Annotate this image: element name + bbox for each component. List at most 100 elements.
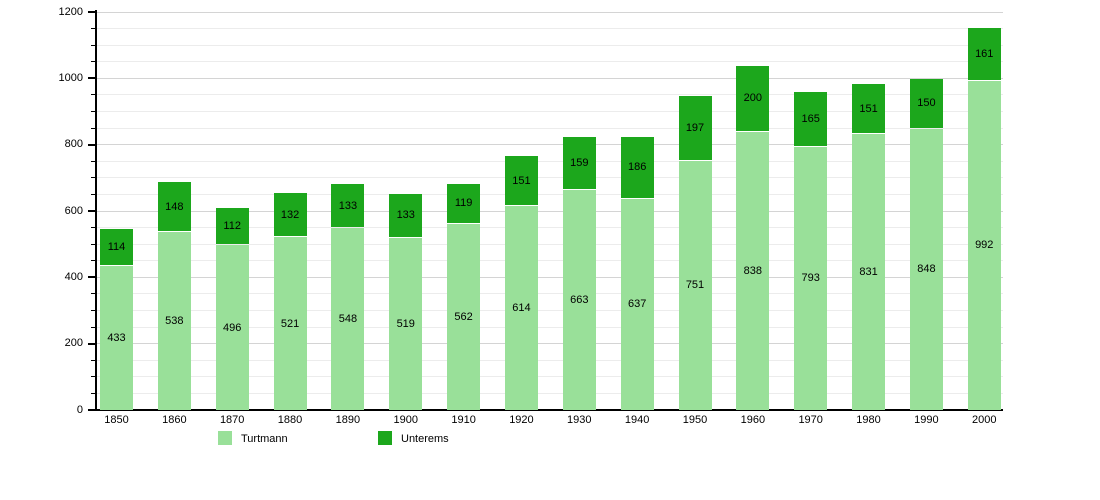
y-axis-tick [88,11,95,13]
y-axis-tick [88,143,95,146]
bar-value-label: 200 [743,92,763,105]
gridline-minor [97,28,1003,30]
bar-value-label: 831 [859,266,878,279]
y-axis-tick [91,61,95,63]
turtmann-legend-label: Turtmann [241,433,288,445]
bar-value-label: 637 [627,298,647,311]
gridline-major [97,77,1003,79]
y-axis-tick [91,310,95,311]
y-axis-label: 400 [64,270,83,283]
y-axis-tick [91,227,95,229]
x-axis-label: 1940 [624,414,650,426]
x-axis-label: 1960 [740,414,766,426]
bar-segment-turtmann: 548 [331,228,365,410]
y-axis-tick [88,409,95,411]
bar-value-label: 538 [165,314,184,327]
y-axis-tick [91,160,95,162]
bar-segment-unterems: 161 [967,27,1001,80]
bar-segment-unterems: 133 [331,184,365,228]
bar-value-label: 663 [570,294,589,307]
x-axis [95,409,1003,411]
y-axis-label: 1200 [58,5,83,18]
unterems-legend-label: Unterems [401,433,449,445]
bar-segment-unterems: 151 [852,84,886,134]
bar-segment-turtmann: 751 [678,160,712,410]
y-axis-tick [91,193,95,195]
bar-segment-turtmann: 519 [389,237,423,410]
bar-value-label: 751 [685,279,705,292]
bar-segment-turtmann: 538 [157,231,191,410]
bar-value-label: 433 [107,332,126,345]
x-axis-label: 1990 [914,414,939,426]
bar-segment-unterems: 150 [909,78,943,128]
x-axis-label: 1930 [567,414,592,426]
y-axis-tick [91,326,95,328]
bar-value-label: 132 [280,208,300,221]
bar-segment-unterems: 112 [215,208,249,245]
y-axis-tick [91,94,95,96]
bar-segment-unterems: 151 [504,156,538,206]
y-axis-label: 1000 [58,71,83,84]
gridline-minor [97,44,1003,46]
bar-segment-unterems: 186 [620,137,654,198]
y-axis-tick [88,276,95,279]
bar-segment-unterems: 132 [273,193,307,237]
bar-segment-unterems: 114 [100,228,133,266]
y-axis-tick [91,177,95,179]
bar-value-label: 562 [454,310,473,323]
bar-value-label: 521 [280,317,300,330]
bar-segment-turtmann: 614 [504,206,538,410]
bar-segment-unterems: 159 [562,137,596,190]
y-axis-tick [91,28,95,30]
x-axis-label: 1870 [219,414,245,426]
bar-segment-unterems: 197 [678,95,712,160]
bar-value-label: 848 [917,263,936,276]
y-axis-tick [91,260,95,262]
x-axis-label: 1860 [162,414,187,426]
bar-value-label: 165 [801,113,820,126]
x-axis-label: 1890 [335,414,361,426]
bar-value-label: 114 [107,240,126,253]
bar-value-label: 159 [570,157,589,170]
bar-value-label: 186 [627,161,647,174]
y-axis-label: 200 [64,337,83,350]
bar-value-label: 133 [338,199,358,212]
x-axis-label: 1920 [509,414,534,426]
gridline-major [97,11,1003,13]
bar-value-label: 793 [801,272,820,285]
y-axis-label: 600 [64,204,83,217]
bar-value-label: 148 [165,200,184,213]
bar-value-label: 133 [396,209,415,222]
x-axis-label: 1980 [856,414,881,426]
y-axis-tick [88,77,95,80]
bar-segment-turtmann: 637 [620,198,654,410]
bar-value-label: 496 [223,321,242,334]
unterems-legend-swatch [378,431,392,445]
y-axis-tick [88,210,95,212]
bar-segment-unterems: 133 [389,193,423,237]
y-axis-label: 0 [76,403,83,416]
bar-segment-turtmann: 562 [447,223,481,410]
bar-value-label: 151 [512,174,531,187]
bar-segment-turtmann: 496 [215,245,249,410]
x-axis-label: 1910 [451,414,476,426]
y-axis-tick [88,342,95,345]
x-axis-label: 1850 [104,414,129,426]
bar-value-label: 519 [396,317,415,330]
bar-segment-turtmann: 838 [736,132,770,410]
bar-value-label: 150 [917,97,936,110]
x-axis-label: 1880 [277,414,303,426]
bar-value-label: 838 [743,265,763,278]
bar-value-label: 119 [454,197,473,210]
y-axis-tick [91,392,95,394]
y-axis-tick [91,243,95,245]
bar-segment-unterems: 200 [736,65,770,132]
bar-value-label: 548 [338,313,358,326]
bar-segment-turtmann: 831 [852,134,886,410]
y-axis-tick [91,359,95,361]
y-axis [95,10,97,411]
chart-legend: Turtmann Unterems [0,430,1100,450]
bar-value-label: 112 [223,220,241,233]
gridline-minor [97,61,1003,63]
x-axis-label: 1970 [798,414,823,426]
